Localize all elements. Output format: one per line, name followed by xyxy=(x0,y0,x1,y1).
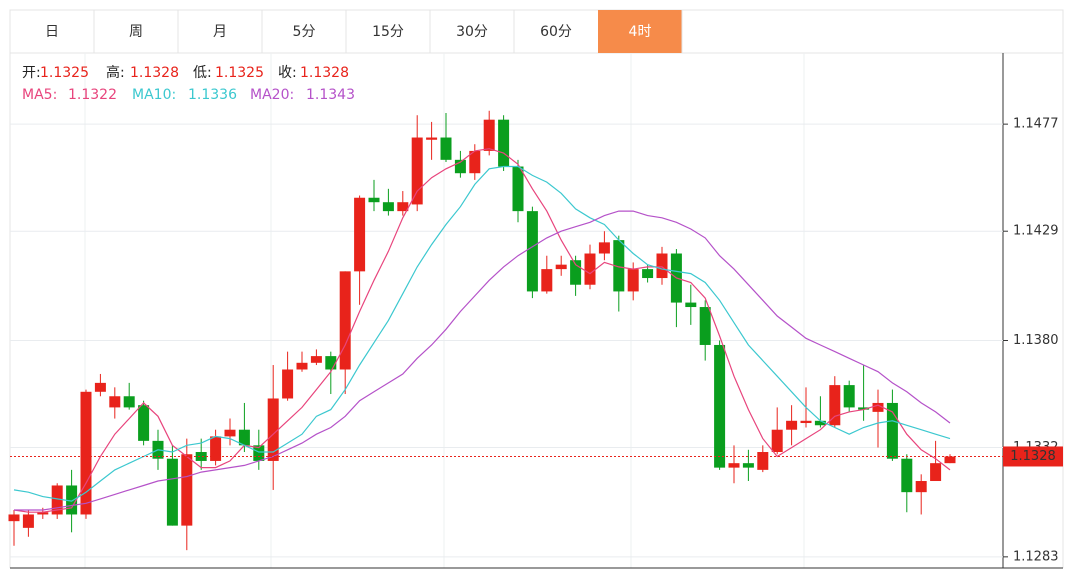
candle-body xyxy=(642,269,654,279)
y-tick-label: 1.1283 xyxy=(1013,549,1059,564)
tab[interactable]: 日 xyxy=(45,24,59,40)
candle-body xyxy=(757,452,769,470)
candle-body xyxy=(555,264,567,270)
candle-body xyxy=(685,302,697,308)
candle-body xyxy=(51,485,63,515)
candle-body xyxy=(858,407,870,410)
candle-body xyxy=(80,391,92,515)
candle-body xyxy=(123,396,135,408)
candle-body xyxy=(37,512,49,515)
ohlc-value: 1.1328 xyxy=(130,65,179,81)
ohlc-value: 1.1325 xyxy=(40,65,89,81)
tab[interactable]: 周 xyxy=(129,24,143,40)
ma-line xyxy=(14,210,951,511)
candle-body xyxy=(469,150,481,174)
candle-body xyxy=(886,402,898,459)
tab[interactable]: 5分 xyxy=(293,24,316,40)
candle-body xyxy=(181,454,193,526)
ohlc-label: 收: xyxy=(278,65,297,81)
legend-name: MA20: xyxy=(250,87,294,103)
candle-body xyxy=(238,429,250,446)
candle-body xyxy=(526,211,538,292)
candle-body xyxy=(742,463,754,468)
candle-body xyxy=(8,514,20,522)
candle-body xyxy=(22,514,34,528)
ohlc-label: 高: xyxy=(106,64,125,81)
candle-body xyxy=(483,119,495,151)
candle-body xyxy=(829,385,841,426)
candle-body xyxy=(296,362,308,370)
candle-body xyxy=(872,402,884,412)
candle-body xyxy=(699,307,711,345)
candle-body xyxy=(440,137,452,160)
candle-body xyxy=(339,271,351,370)
candle-body xyxy=(541,269,553,292)
candle-body xyxy=(310,356,322,363)
candle-body xyxy=(66,485,78,515)
candle-body xyxy=(786,420,798,430)
y-tick-label: 1.1380 xyxy=(1013,333,1059,348)
candle-body xyxy=(138,405,150,441)
candle-body xyxy=(195,452,207,461)
y-tick-label: 1.1477 xyxy=(1013,117,1059,132)
candle-body xyxy=(944,456,956,464)
last-price-box xyxy=(1003,446,1063,467)
tab-bar xyxy=(9,9,1064,54)
candle-body xyxy=(382,202,394,212)
candle-body xyxy=(325,356,337,370)
candle-body xyxy=(426,137,438,140)
candle-body xyxy=(714,344,726,468)
ohlc-label: 开: xyxy=(22,65,41,81)
candle-body xyxy=(282,369,294,399)
candle-body xyxy=(843,385,855,408)
last-price-label: 1.1328 xyxy=(1010,449,1056,464)
candle-body xyxy=(613,240,625,292)
ohlc-value: 1.1325 xyxy=(215,65,264,81)
candle-body xyxy=(728,463,740,468)
candle-body xyxy=(512,166,524,212)
candle-body xyxy=(411,137,423,205)
candle-body xyxy=(930,463,942,482)
y-tick-label: 1.1429 xyxy=(1013,224,1059,239)
legend-value: 1.1343 xyxy=(306,87,355,103)
candle-body xyxy=(368,197,380,203)
legend-name: MA10: xyxy=(132,87,176,103)
candle-body xyxy=(915,481,927,493)
candle-body xyxy=(397,202,409,212)
candle-body xyxy=(210,436,222,461)
candle-body xyxy=(814,420,826,426)
candle-body xyxy=(166,458,178,526)
candle-body xyxy=(771,429,783,453)
tab[interactable]: 4时 xyxy=(629,24,652,40)
legend-name: MA5: xyxy=(22,87,57,103)
legend-value: 1.1322 xyxy=(68,87,117,103)
ma-line xyxy=(13,165,951,502)
candle-body xyxy=(267,398,279,461)
candle-body xyxy=(656,253,668,279)
candle-body xyxy=(800,420,812,424)
candle-body xyxy=(94,382,106,392)
ohlc-value: 1.1328 xyxy=(300,65,349,81)
tab[interactable]: 30分 xyxy=(456,24,488,40)
tab-active-bg xyxy=(598,10,682,53)
candle-body xyxy=(584,253,596,285)
candle-body xyxy=(598,242,610,254)
ohlc-label: 低: xyxy=(193,65,212,81)
tab[interactable]: 月 xyxy=(213,24,227,40)
candle-body xyxy=(570,260,582,285)
candle-body xyxy=(253,445,265,461)
ma-line xyxy=(13,148,951,513)
legend-value: 1.1336 xyxy=(188,87,237,103)
candle-body xyxy=(354,197,366,272)
tab[interactable]: 15分 xyxy=(372,24,404,40)
tab[interactable]: 60分 xyxy=(540,24,572,40)
candle-body xyxy=(498,119,510,167)
candle-body xyxy=(454,159,466,174)
candle-body xyxy=(224,429,236,437)
candle-body xyxy=(627,269,639,292)
candle-body xyxy=(109,396,121,408)
candle-body xyxy=(901,458,913,493)
